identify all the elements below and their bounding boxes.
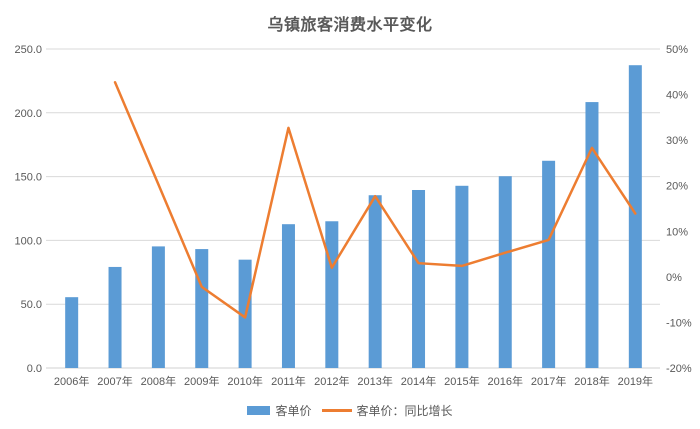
right-axis-tick-label: -10% xyxy=(666,317,692,329)
left-axis-tick-label: 50.0 xyxy=(21,299,42,311)
left-axis-tick-label: 250.0 xyxy=(14,44,42,56)
legend: 客单价 客单价：同比增长 xyxy=(0,402,700,419)
bar xyxy=(325,221,339,368)
x-axis-label: 2019年 xyxy=(618,374,653,388)
right-axis-tick-label: 0% xyxy=(666,272,682,284)
growth-line xyxy=(113,81,637,319)
bar xyxy=(628,65,642,368)
bar xyxy=(195,249,209,368)
x-axis-label: 2008年 xyxy=(141,374,176,388)
x-axis-label: 2011年 xyxy=(271,374,306,388)
right-axis-tick-label: 40% xyxy=(666,90,688,102)
bar-series-swatch xyxy=(247,406,271,415)
left-axis-tick-label: 150.0 xyxy=(14,172,42,184)
x-axis-label: 2010年 xyxy=(227,374,262,388)
legend-item-line-series: 客单价：同比增长 xyxy=(321,402,453,419)
left-axis-tick-label: 200.0 xyxy=(14,108,42,120)
x-axis-label: 2017年 xyxy=(531,374,566,388)
right-axis-tick-label: 50% xyxy=(666,44,688,56)
bar xyxy=(498,176,512,368)
x-axis-label: 2006年 xyxy=(54,374,89,388)
right-axis-tick-label: 20% xyxy=(666,181,688,193)
x-axis-label: 2014年 xyxy=(401,374,436,388)
chart-title: 乌镇旅客消费水平变化 xyxy=(267,17,433,34)
line-series-swatch xyxy=(321,409,352,412)
bar xyxy=(108,266,122,368)
bar xyxy=(151,246,165,368)
x-axis-label: 2015年 xyxy=(444,374,479,388)
x-axis-label: 2007年 xyxy=(97,374,132,388)
combo-chart-plot: 0.0 50.0 100.0 150.0 200.0 250.0 -20% -10% 0% 10%… xyxy=(14,44,692,388)
legend-item-bar-series: 客单价 xyxy=(247,402,312,419)
x-axis-label: 2018年 xyxy=(574,374,609,388)
bar xyxy=(65,297,79,368)
bar xyxy=(412,189,426,368)
bar xyxy=(542,160,556,368)
legend-label-line-series: 客单价：同比增长 xyxy=(356,404,453,418)
x-axis-label: 2016年 xyxy=(488,374,523,388)
x-axis-label: 2009年 xyxy=(184,374,219,388)
bar xyxy=(585,102,599,368)
bar xyxy=(368,195,382,368)
bar xyxy=(455,185,469,368)
legend-label-bar-series: 客单价 xyxy=(275,404,312,418)
right-axis-tick-label: 10% xyxy=(666,226,688,238)
x-axis-label: 2013年 xyxy=(357,374,392,388)
left-axis-tick-label: 100.0 xyxy=(14,235,42,247)
right-axis-tick-label: 30% xyxy=(666,135,688,147)
right-axis-tick-label: -20% xyxy=(666,363,692,375)
x-axis-label: 2012年 xyxy=(314,374,349,388)
left-axis-tick-label: 0.0 xyxy=(27,363,42,375)
bar xyxy=(281,224,295,368)
